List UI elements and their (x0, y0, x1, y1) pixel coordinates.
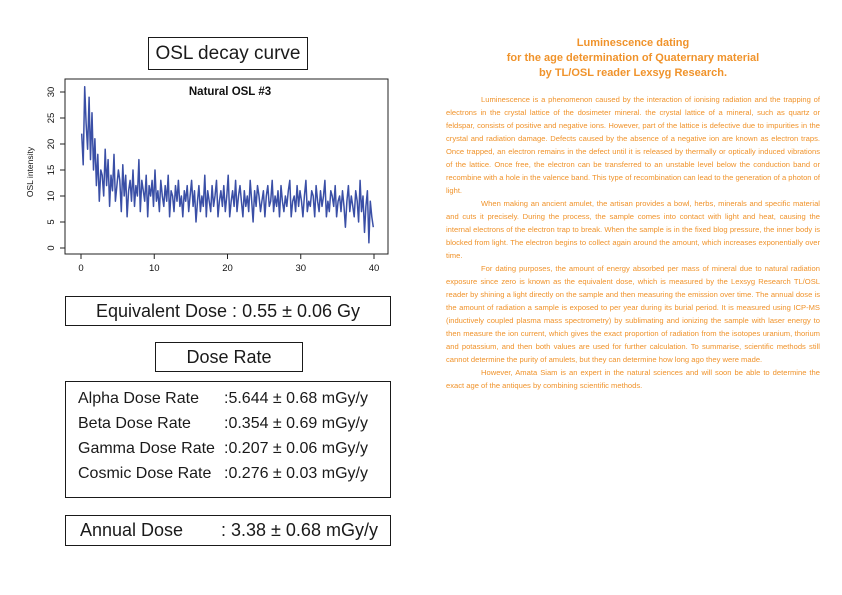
y-axis: 0 5 10 15 20 25 30 (46, 87, 66, 251)
dose-rate-title: Dose Rate (155, 342, 303, 372)
article-title-line: by TL/OSL reader Lexsyg Research. (538, 67, 728, 79)
osl-title-text: OSL decay curve (155, 42, 301, 64)
x-tick-label: 40 (369, 263, 380, 274)
y-tick-label: 0 (46, 245, 57, 250)
y-tick-label: 5 (46, 219, 57, 224)
x-tick-label: 20 (222, 263, 233, 274)
y-axis-label: OSL intensity (25, 146, 35, 197)
rate-value: :0.207 ± 0.06 mGy/y (224, 440, 368, 457)
annual-dose-box: Annual Dose : 3.38 ± 0.68 mGy/y (65, 515, 391, 546)
annual-dose-label: Annual Dose (80, 520, 184, 540)
article-paragraph: When making an ancient amulet, the artis… (446, 199, 820, 260)
x-tick-label: 10 (149, 263, 160, 274)
dose-rates-box: Alpha Dose Rate :5.644 ± 0.68 mGy/y Beta … (65, 381, 391, 498)
y-tick-label: 20 (46, 139, 57, 150)
y-tick-label: 10 (46, 191, 57, 202)
equivalent-dose-value: 0.55 ± 0.06 Gy (242, 300, 361, 321)
equivalent-dose-label: Equivalent Dose : (95, 300, 238, 321)
rate-label: Alpha Dose Rate (78, 390, 199, 407)
chart-title: Natural OSL #3 (189, 86, 271, 98)
article-title: Luminescence dating for the age determin… (446, 36, 820, 81)
x-tick-label: 0 (78, 263, 83, 274)
y-tick-label: 15 (46, 165, 57, 176)
equivalent-dose-box: Equivalent Dose : 0.55 ± 0.06 Gy (65, 296, 391, 326)
article-paragraph: However, Amata Siam is an expert in the … (446, 368, 820, 390)
dose-rate-title-text: Dose Rate (186, 346, 272, 367)
article-title-line: for the age determination of Quaternary … (506, 52, 760, 64)
rate-value: :0.276 ± 0.03 mGy/y (224, 465, 368, 482)
osl-decay-curve-title: OSL decay curve (148, 37, 308, 70)
article-title-line: Luminescence dating (576, 37, 690, 49)
article-paragraph: Luminescence is a phenomenon caused by t… (446, 95, 820, 195)
rate-label: Gamma Dose Rate (78, 440, 215, 457)
rate-value: :5.644 ± 0.68 mGy/y (224, 390, 368, 407)
rate-label: Cosmic Dose Rate (78, 465, 212, 482)
article: Luminescence dating for the age determin… (446, 36, 820, 392)
y-tick-label: 25 (46, 113, 57, 124)
article-paragraph: For dating purposes, the amount of energ… (446, 264, 820, 364)
x-axis: 0 10 20 30 40 (78, 253, 380, 274)
rate-label: Beta Dose Rate (78, 415, 191, 432)
x-tick-label: 30 (295, 263, 306, 274)
rate-value: :0.354 ± 0.69 mGy/y (224, 415, 368, 432)
osl-series-line (80, 86, 375, 244)
y-tick-label: 30 (46, 87, 57, 98)
annual-dose-value: : 3.38 ± 0.68 mGy/y (221, 520, 378, 540)
osl-decay-chart: Natural OSL #3 OSL intensity 0 10 20 30 40 0… (25, 78, 389, 274)
